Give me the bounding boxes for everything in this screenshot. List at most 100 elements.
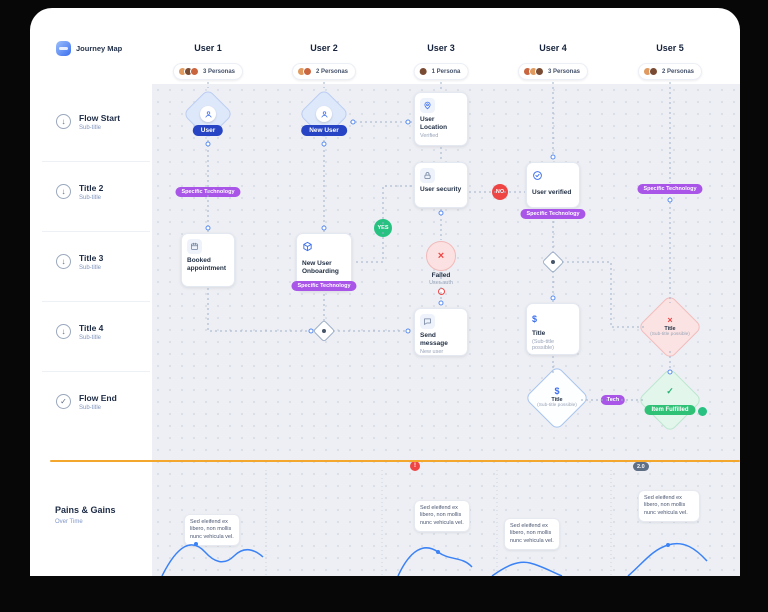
column-title-user1: User 1 [194, 43, 222, 53]
pains-note-user1[interactable]: Sed eleifend ex libero, non mollis nunc … [184, 514, 240, 547]
gateway-dot-icon [551, 260, 555, 264]
node-booked-appointment[interactable]: Booked appointment ! [181, 233, 420, 471]
specific-technology-pill[interactable]: Specific Technology [520, 209, 586, 219]
specific-technology-pill[interactable]: Specific Technology [175, 187, 241, 197]
node-title: New User Onboarding [302, 260, 339, 276]
connector-gateway-diamond[interactable] [312, 319, 336, 343]
node-title: Title [551, 397, 563, 404]
column-title-user3: User 3 [427, 43, 455, 53]
calendar-icon [187, 239, 202, 254]
arrow-down-icon: ↓ [56, 324, 71, 339]
node-title: Title [664, 326, 676, 333]
node-title: Booked appointment [187, 257, 226, 273]
x-icon: × [667, 315, 673, 326]
node-user-location[interactable]: User Location Verified 2.5 [414, 92, 468, 146]
sidebar-item-subtitle: Sub-title [79, 195, 102, 201]
node-subtitle: (Sub-title possible) [532, 339, 555, 352]
node-label-user[interactable]: User [192, 125, 224, 136]
node-failed-user-auth[interactable]: × [426, 241, 456, 271]
persona-chip-user1[interactable]: 3 Personas [172, 63, 244, 80]
persona-avatars [296, 67, 312, 76]
item-fulfilled-pill[interactable]: Item Fulfilled [644, 405, 696, 415]
location-pin-icon [420, 98, 435, 113]
node-subtitle: User auth [429, 280, 453, 286]
app-logo[interactable]: Journey Map [56, 41, 122, 56]
user-icon [200, 106, 216, 122]
node-title5-failed-diamond[interactable]: × Title (Sub-title possible) [637, 294, 703, 360]
persona-chip-user5[interactable]: 2 Personas [637, 63, 703, 80]
check-circle-icon [532, 170, 543, 181]
pains-note-user4[interactable]: Sed eleifend ex libero, non mollis nunc … [504, 518, 560, 551]
node-subtitle: Verified [420, 133, 439, 140]
persona-avatars [418, 67, 428, 76]
sidebar-item-title: Flow Start [79, 113, 121, 123]
specific-technology-pill[interactable]: Specific Technology [637, 184, 703, 194]
sidebar-item-subtitle: Sub-title [79, 125, 102, 131]
arrow-down-icon: ↓ [56, 114, 71, 129]
fulfilled-count-badge [698, 407, 707, 416]
node-item-fulfilled-diamond[interactable]: ✓ [637, 367, 703, 433]
x-icon: × [437, 250, 445, 262]
sidebar-separator [42, 161, 150, 162]
sidebar-item-subtitle: Sub-title [79, 405, 102, 411]
pains-note-user5[interactable]: Sed eleifend ex libero, non mollis nunc … [638, 490, 700, 523]
tech-pill[interactable]: Tech [600, 395, 626, 405]
sidebar-item-title-2[interactable]: ↓ Title 2 Sub-title [56, 183, 103, 201]
connector-gateway-diamond[interactable] [541, 250, 565, 274]
sidebar-item-title-4[interactable]: ↓ Title 4 Sub-title [56, 323, 103, 341]
pains-note-user3[interactable]: Sed eleifend ex libero, non mollis nunc … [414, 500, 470, 533]
persona-chip-user4[interactable]: 3 Personas [517, 63, 589, 80]
persona-count: 2 Personas [661, 68, 695, 75]
persona-chip-user3[interactable]: 1 Persona [413, 63, 469, 80]
sidebar-item-flow-start[interactable]: ↓ Flow Start Sub-title [56, 113, 120, 131]
sidebar-separator [42, 371, 150, 372]
failed-node-label: Failed User auth [411, 272, 471, 286]
persona-count: 2 Personas [315, 68, 349, 75]
dollar-icon: $ [532, 314, 538, 324]
node-title: Title [532, 330, 546, 337]
node-title4-card[interactable]: $ Title (Sub-title possible) × [526, 303, 580, 355]
version-badge: 2.0 [633, 462, 649, 471]
message-icon [420, 314, 435, 329]
sidebar-item-subtitle: Sub-title [79, 265, 102, 271]
dollar-icon: $ [554, 386, 560, 397]
user-icon [316, 106, 332, 122]
lock-icon [420, 168, 435, 183]
sidebar-separator [42, 301, 150, 302]
node-title: Send message [420, 332, 448, 348]
node-user-verified[interactable]: User verified [526, 162, 580, 208]
persona-count: 1 Persona [431, 68, 461, 75]
error-port-dot [438, 288, 445, 295]
no-branch-badge: NO [492, 184, 508, 200]
alert-badge: ! [410, 461, 420, 471]
node-title-gateway-diamond[interactable]: $ Title (Sub-title possible) [524, 365, 590, 431]
sidebar-item-title: Title 2 [79, 183, 104, 193]
timeline-divider [50, 460, 740, 462]
sidebar-item-title-3[interactable]: ↓ Title 3 Sub-title [56, 253, 103, 271]
sidebar-separator [42, 231, 150, 232]
persona-avatars [642, 67, 658, 76]
node-subtitle: New user [420, 349, 444, 356]
node-title: Failed [431, 272, 451, 279]
persona-avatars [177, 67, 199, 76]
arrow-down-icon: ↓ [56, 184, 71, 199]
node-title: User Location [420, 116, 448, 132]
node-new-user-diamond[interactable] [298, 88, 350, 140]
node-label-new-user[interactable]: New User [301, 125, 347, 136]
check-icon: ✓ [666, 386, 674, 396]
node-user-security[interactable]: User security + [414, 162, 468, 208]
specific-technology-pill[interactable]: Specific Technology [291, 281, 357, 291]
node-user-diamond[interactable] [182, 88, 234, 140]
column-title-user4: User 4 [539, 43, 567, 53]
sidebar-item-flow-end[interactable]: ✓ Flow End Sub-title [56, 393, 117, 411]
pains-gains-title: Pains & Gains [55, 505, 116, 515]
node-send-message[interactable]: Send message New user [414, 308, 468, 356]
node-title: User security [420, 186, 462, 193]
arrow-down-icon: ↓ [56, 254, 71, 269]
sidebar-item-subtitle: Sub-title [79, 335, 102, 341]
app-logo-icon [56, 41, 71, 56]
node-subtitle: (Sub-title possible) [537, 403, 577, 409]
column-title-user5: User 5 [656, 43, 684, 53]
persona-chip-user2[interactable]: 2 Personas [291, 63, 357, 80]
check-icon: ✓ [56, 394, 71, 409]
